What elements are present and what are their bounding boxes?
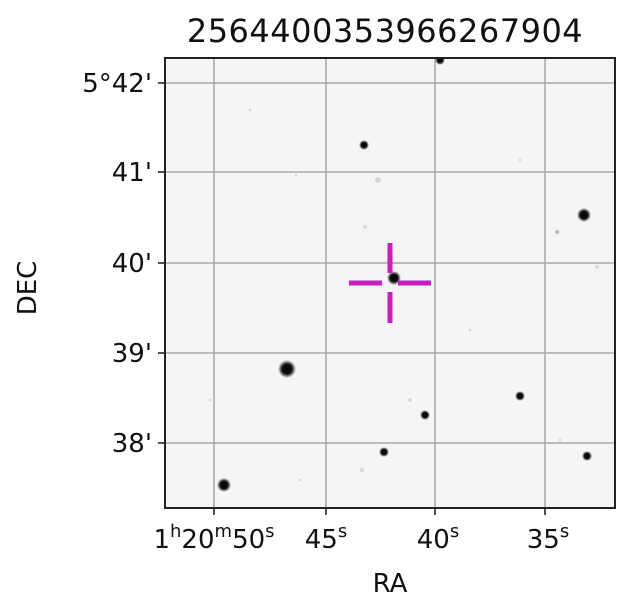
figure-title: 2564400353966267904 <box>187 12 583 50</box>
stars <box>217 58 592 492</box>
y-tick-label: 5°42' <box>82 69 152 99</box>
sky-image <box>165 58 615 508</box>
star <box>217 478 231 492</box>
grid-lines <box>165 58 615 508</box>
star <box>379 447 389 457</box>
x-tick-label: 40s <box>417 521 459 555</box>
star <box>582 451 592 461</box>
tick-marks <box>158 82 546 515</box>
x-axis-title: RA <box>373 569 408 599</box>
star <box>420 410 430 420</box>
y-tick-label: 40' <box>112 249 152 279</box>
star <box>577 208 591 222</box>
x-tick-label: 45s <box>305 521 347 555</box>
star <box>435 58 445 65</box>
y-tick-label: 38' <box>112 429 152 459</box>
background-noise <box>208 108 599 482</box>
star <box>554 229 560 235</box>
plot-frame <box>164 57 616 509</box>
y-tick-label: 41' <box>112 158 152 188</box>
star <box>387 271 401 285</box>
y-axis-title: DEC <box>13 261 43 316</box>
y-tick-labels: 5°42' 41' 40' 39' 38' <box>82 69 152 459</box>
star <box>278 360 296 378</box>
x-tick-labels: 1h20m50s 45s 40s 35s <box>153 521 569 555</box>
star <box>359 140 369 150</box>
target-crosshair-marker <box>349 243 431 323</box>
x-tick-label: 35s <box>527 521 569 555</box>
x-tick-label: 1h20m50s <box>153 521 274 555</box>
y-tick-label: 39' <box>112 339 152 369</box>
star <box>515 391 525 401</box>
